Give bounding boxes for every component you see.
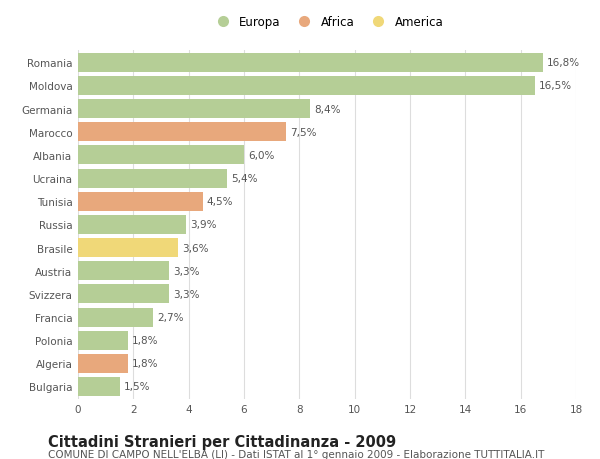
Bar xyxy=(78,354,128,373)
Text: 3,3%: 3,3% xyxy=(173,266,200,276)
Text: 5,4%: 5,4% xyxy=(232,174,258,184)
Text: COMUNE DI CAMPO NELL'ELBA (LI) - Dati ISTAT al 1° gennaio 2009 - Elaborazione TU: COMUNE DI CAMPO NELL'ELBA (LI) - Dati IS… xyxy=(48,449,544,459)
Bar xyxy=(78,77,535,96)
Text: Cittadini Stranieri per Cittadinanza - 2009: Cittadini Stranieri per Cittadinanza - 2… xyxy=(48,434,396,449)
Text: 8,4%: 8,4% xyxy=(314,104,341,114)
Bar xyxy=(78,308,152,327)
Bar xyxy=(78,146,244,165)
Bar xyxy=(78,215,186,235)
Text: 1,8%: 1,8% xyxy=(132,336,158,346)
Bar xyxy=(78,100,310,119)
Text: 16,5%: 16,5% xyxy=(539,81,572,91)
Bar xyxy=(78,169,227,188)
Bar xyxy=(78,377,119,396)
Bar xyxy=(78,54,543,73)
Text: 3,3%: 3,3% xyxy=(173,289,200,299)
Text: 4,5%: 4,5% xyxy=(206,197,233,207)
Text: 6,0%: 6,0% xyxy=(248,151,275,161)
Text: 7,5%: 7,5% xyxy=(290,128,316,138)
Bar xyxy=(78,123,286,142)
Text: 16,8%: 16,8% xyxy=(547,58,580,68)
Legend: Europa, Africa, America: Europa, Africa, America xyxy=(206,11,448,34)
Bar xyxy=(78,331,128,350)
Bar xyxy=(78,239,178,257)
Bar xyxy=(78,192,203,211)
Bar xyxy=(78,285,169,304)
Text: 2,7%: 2,7% xyxy=(157,312,184,322)
Text: 3,6%: 3,6% xyxy=(182,243,208,253)
Text: 3,9%: 3,9% xyxy=(190,220,217,230)
Text: 1,8%: 1,8% xyxy=(132,358,158,369)
Bar xyxy=(78,262,169,280)
Text: 1,5%: 1,5% xyxy=(124,381,150,392)
